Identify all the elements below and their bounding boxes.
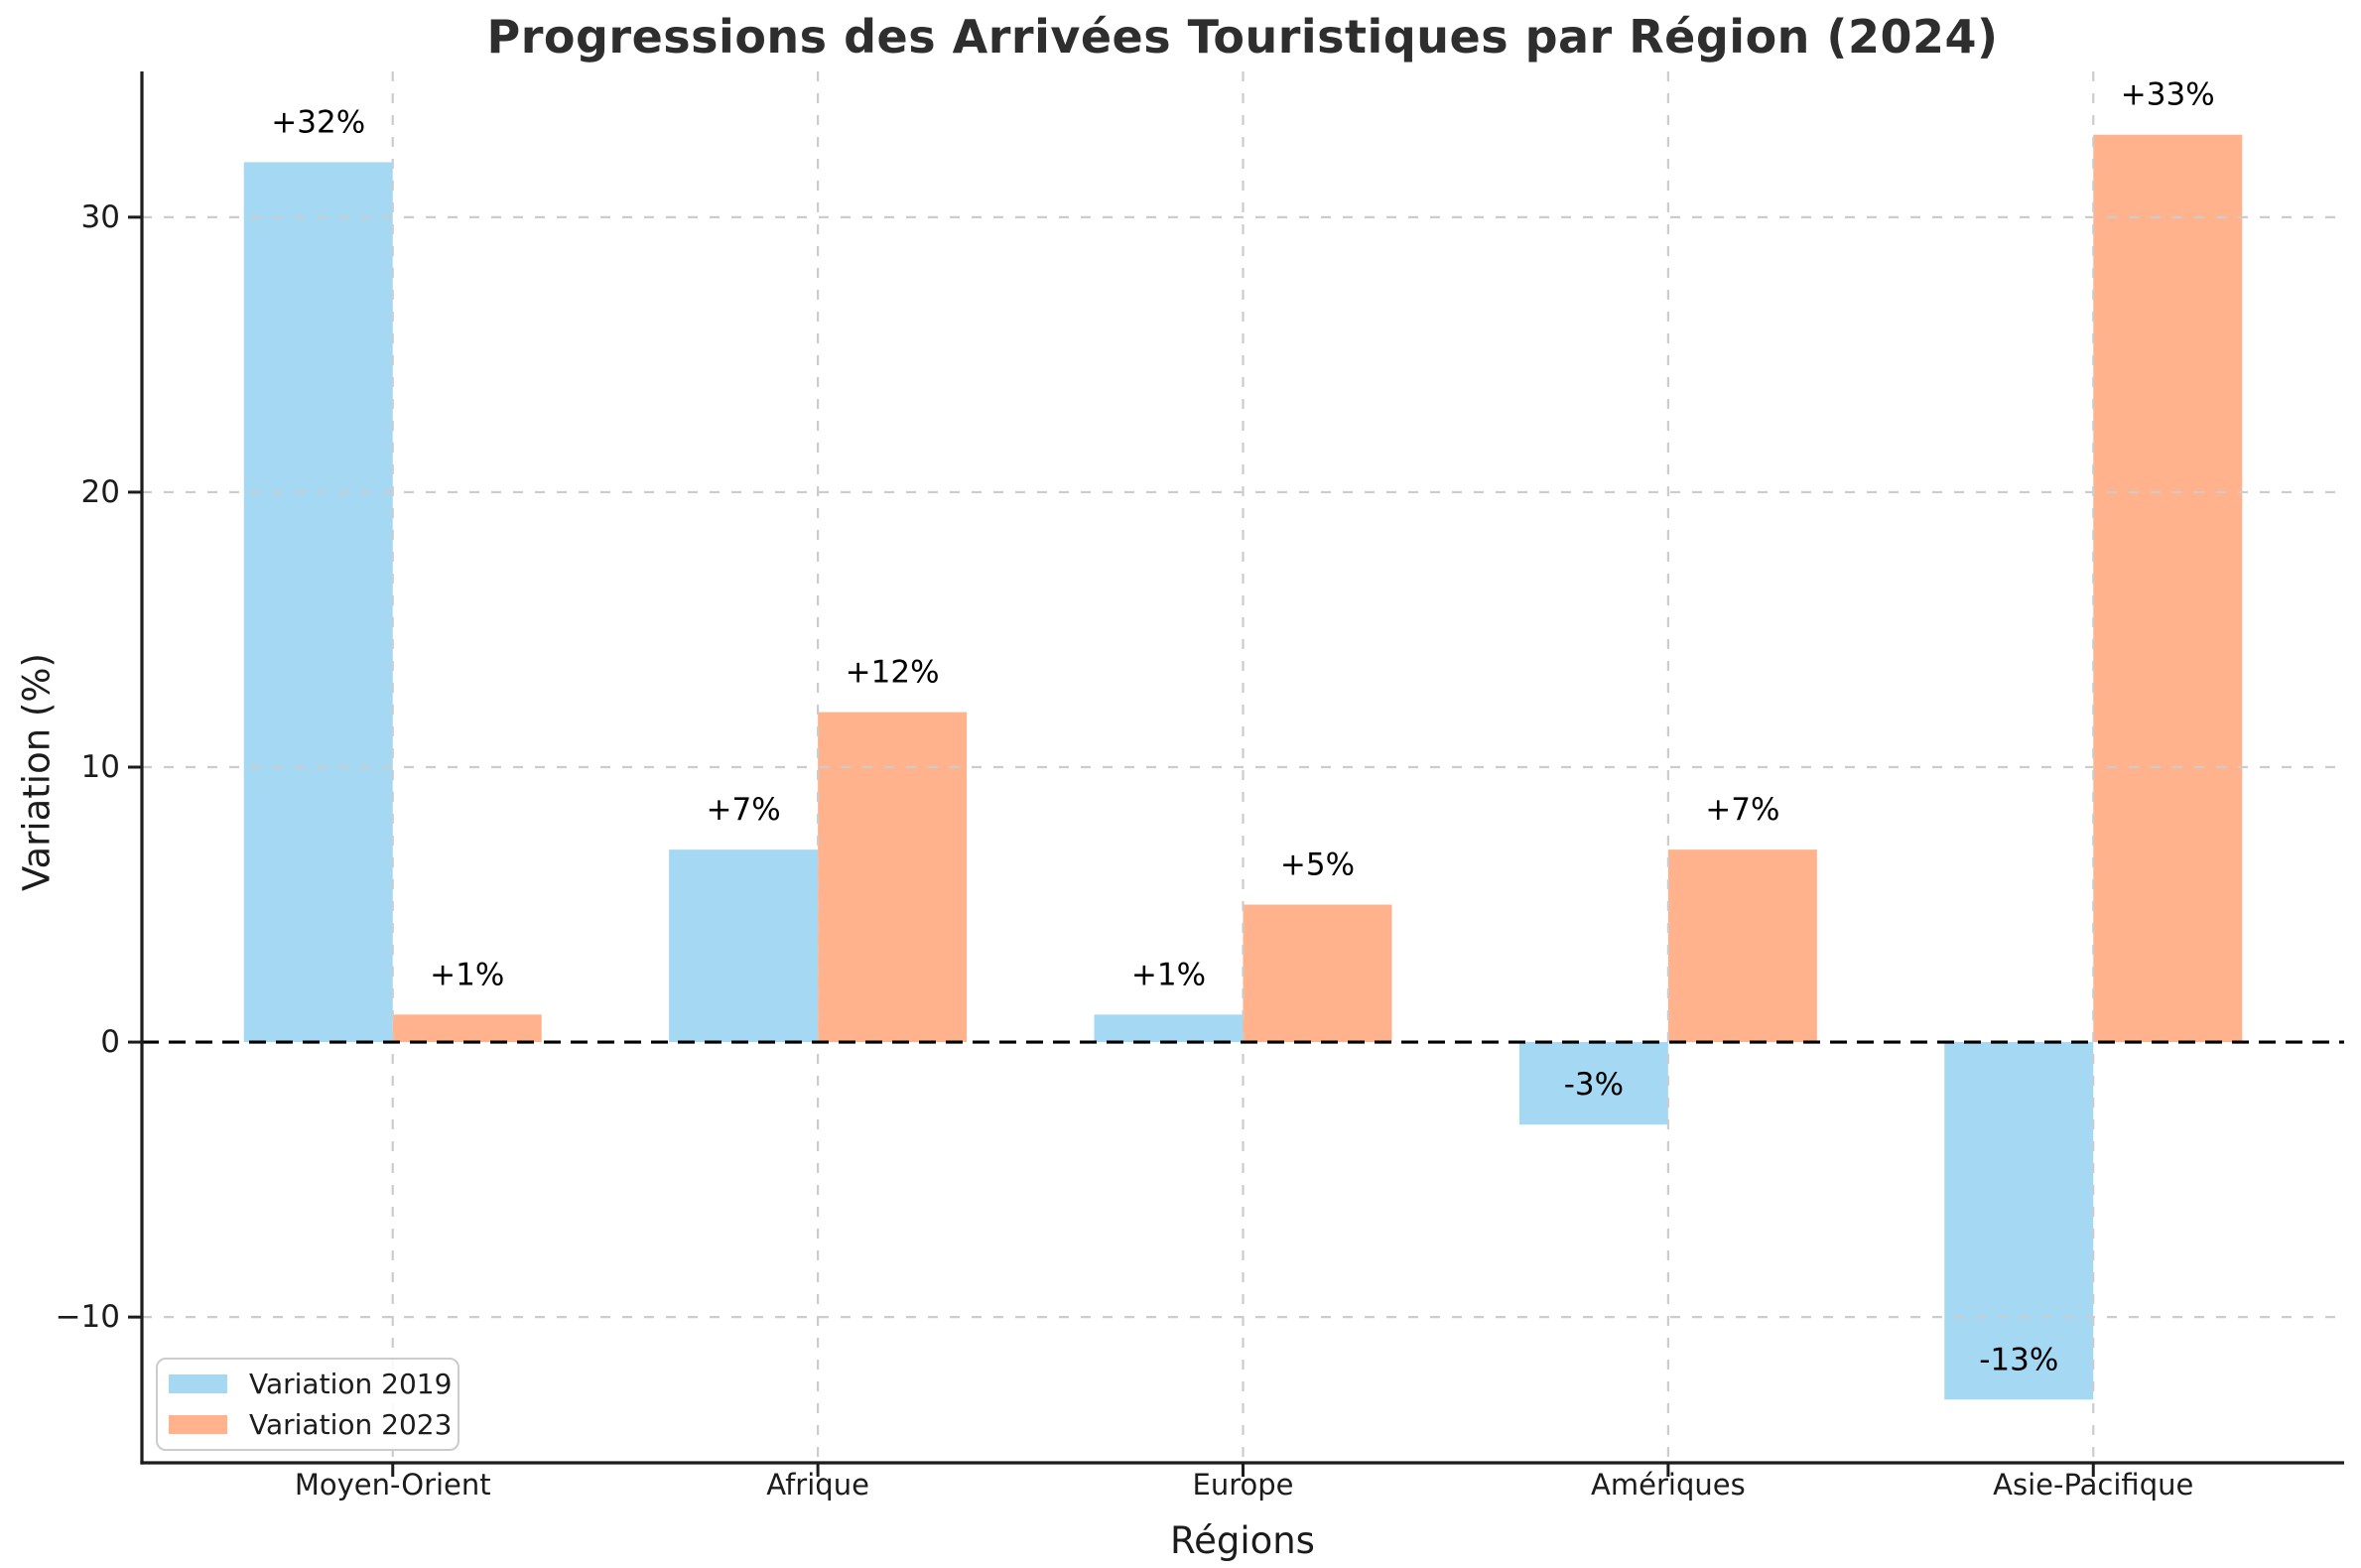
y-tick-label-10: 10 [81,749,120,785]
y-tick-label-30: 30 [81,199,120,235]
y-axis-label: Variation (%) [15,653,59,891]
bar-afrique-variation-2023 [818,712,968,1043]
x-axis-label: Régions [1170,1519,1315,1562]
legend-label-variation-2023: Variation 2023 [249,1408,453,1441]
legend-swatch-variation-2023 [169,1415,227,1434]
value-label-afrique-variation-2023: +12% [846,655,940,691]
value-label-ameriques-variation-2023: +7% [1705,792,1779,828]
bar-ameriques-variation-2019 [1518,1042,1668,1125]
bar-asie-pacifique-variation-2019 [1944,1042,2094,1400]
y-tick-label-0: 0 [100,1024,120,1060]
gridlines [142,71,2344,1463]
y-tick-label--10: −10 [56,1299,120,1335]
value-label-asie-pacifique-variation-2019: -13% [1979,1342,2058,1377]
x-tick-label-afrique: Afrique [766,1468,869,1502]
value-labels: +32% +1% +7% +12% +1% +5% -3% +7% -13% +33% [271,77,2214,1378]
y-tick-label-20: 20 [81,474,120,510]
bar-afrique-variation-2019 [669,849,819,1043]
value-label-ameriques-variation-2019: -3% [1564,1067,1624,1103]
chart-title: Progressions des Arrivées Touristiques p… [486,10,1999,64]
bar-moyen-orient-variation-2023 [392,1014,542,1043]
value-label-europe-variation-2019: +1% [1131,957,1206,992]
value-label-europe-variation-2023: +5% [1280,848,1355,883]
bar-ameriques-variation-2023 [1667,849,1817,1043]
axes: −10 0 10 20 30 Moyen-Orient Afrique Europe Améri… [56,71,2344,1502]
x-tick-label-moyen-orient: Moyen-Orient [295,1468,491,1502]
value-label-afrique-variation-2019: +7% [707,792,781,828]
value-label-moyen-orient-variation-2023: +1% [430,957,504,992]
legend: Variation 2019 Variation 2023 [156,1358,459,1451]
legend-item-variation-2019: Variation 2019 [169,1368,458,1400]
legend-item-variation-2023: Variation 2023 [169,1408,458,1441]
legend-label-variation-2019: Variation 2019 [249,1368,453,1400]
x-tick-label-ameriques: Amériques [1591,1468,1746,1502]
value-label-moyen-orient-variation-2019: +32% [271,104,365,140]
value-label-asie-pacifique-variation-2023: +33% [2121,77,2215,113]
bar-asie-pacifique-variation-2023 [2093,134,2243,1043]
legend-swatch-variation-2019 [169,1374,227,1393]
bar-moyen-orient-variation-2019 [243,162,393,1043]
x-tick-label-asie-pacifique: Asie-Pacifique [1993,1468,2193,1502]
bar-europe-variation-2023 [1243,904,1392,1043]
x-tick-label-europe: Europe [1193,1468,1294,1502]
bar-europe-variation-2019 [1094,1014,1244,1043]
